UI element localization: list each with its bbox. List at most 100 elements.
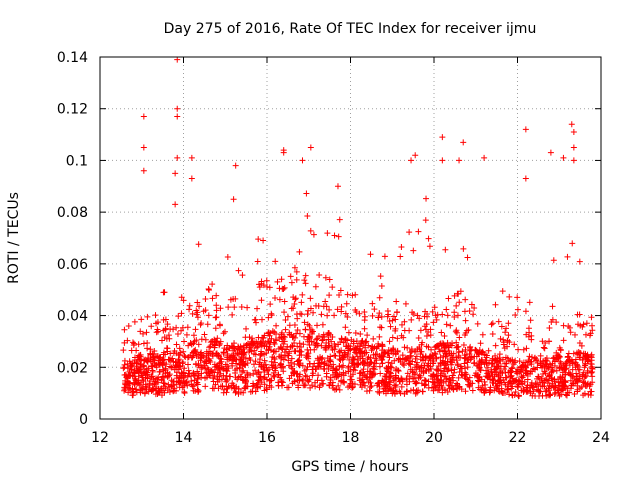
data-point	[362, 359, 369, 366]
data-point	[254, 305, 261, 312]
data-point	[539, 338, 546, 345]
data-point	[572, 364, 579, 371]
data-point	[146, 384, 153, 391]
data-point	[454, 329, 461, 336]
data-point	[315, 333, 322, 340]
data-point	[303, 354, 310, 361]
data-point	[436, 386, 443, 393]
data-point	[375, 380, 382, 387]
data-point	[190, 369, 197, 376]
data-point	[451, 357, 458, 364]
data-point	[162, 325, 169, 332]
data-point	[129, 389, 136, 396]
data-point	[462, 317, 469, 324]
data-point	[205, 370, 212, 377]
data-point	[461, 332, 468, 339]
data-point	[360, 372, 367, 379]
data-point	[340, 339, 347, 346]
data-point	[492, 301, 499, 308]
x-tick-label: 24	[592, 430, 610, 446]
data-point	[467, 347, 474, 354]
data-point	[314, 377, 321, 384]
data-point	[477, 367, 484, 374]
data-point	[352, 330, 359, 337]
data-point	[246, 348, 253, 355]
data-point	[168, 383, 175, 390]
data-point	[531, 354, 538, 361]
data-point	[439, 157, 446, 164]
data-point	[229, 311, 236, 318]
data-point	[408, 346, 415, 353]
data-point	[523, 367, 530, 374]
data-point	[201, 362, 208, 369]
data-point	[151, 378, 158, 385]
data-point	[474, 320, 481, 327]
data-point	[224, 254, 231, 261]
data-point	[506, 339, 513, 346]
data-point	[291, 370, 298, 377]
data-point	[571, 390, 578, 397]
data-point	[562, 371, 569, 378]
data-point	[140, 113, 147, 120]
data-point	[498, 323, 505, 330]
data-point	[489, 355, 496, 362]
data-point	[283, 346, 290, 353]
data-point	[303, 373, 310, 380]
data-point	[530, 383, 537, 390]
data-point	[412, 152, 419, 159]
data-point	[144, 369, 151, 376]
data-point	[176, 374, 183, 381]
data-point	[369, 372, 376, 379]
data-point	[296, 362, 303, 369]
data-point	[483, 354, 490, 361]
data-point	[121, 364, 128, 371]
data-point	[204, 364, 211, 371]
data-point	[147, 346, 154, 353]
data-point	[372, 355, 379, 362]
data-point	[465, 377, 472, 384]
data-point	[266, 341, 273, 348]
data-point	[164, 387, 171, 394]
data-point	[144, 345, 151, 352]
data-point	[574, 311, 581, 318]
data-point	[545, 364, 552, 371]
data-point	[503, 374, 510, 381]
data-point	[573, 377, 580, 384]
data-point	[144, 375, 151, 382]
data-point	[221, 386, 228, 393]
data-point	[154, 319, 161, 326]
data-point	[450, 377, 457, 384]
data-point	[560, 154, 567, 161]
data-point	[481, 361, 488, 368]
data-point	[140, 365, 147, 372]
data-point	[268, 310, 275, 317]
data-point	[565, 350, 572, 357]
data-point	[427, 332, 434, 339]
data-point	[519, 380, 526, 387]
data-point	[511, 341, 518, 348]
data-point	[180, 348, 187, 355]
data-point	[534, 364, 541, 371]
data-point	[336, 291, 343, 298]
data-point	[455, 352, 462, 359]
data-point	[306, 322, 313, 329]
data-point	[226, 373, 233, 380]
data-point	[284, 343, 291, 350]
data-point	[317, 354, 324, 361]
data-point	[581, 379, 588, 386]
data-point	[563, 392, 570, 399]
data-point	[278, 276, 285, 283]
data-point	[546, 324, 553, 331]
data-point	[319, 321, 326, 328]
data-point	[213, 338, 220, 345]
data-point	[194, 376, 201, 383]
data-point	[427, 353, 434, 360]
data-point	[244, 372, 251, 379]
data-point	[454, 361, 461, 368]
data-point	[298, 299, 305, 306]
data-point	[307, 227, 314, 234]
data-point	[329, 284, 336, 291]
data-point	[293, 276, 300, 283]
data-point	[428, 346, 435, 353]
data-point	[459, 372, 466, 379]
